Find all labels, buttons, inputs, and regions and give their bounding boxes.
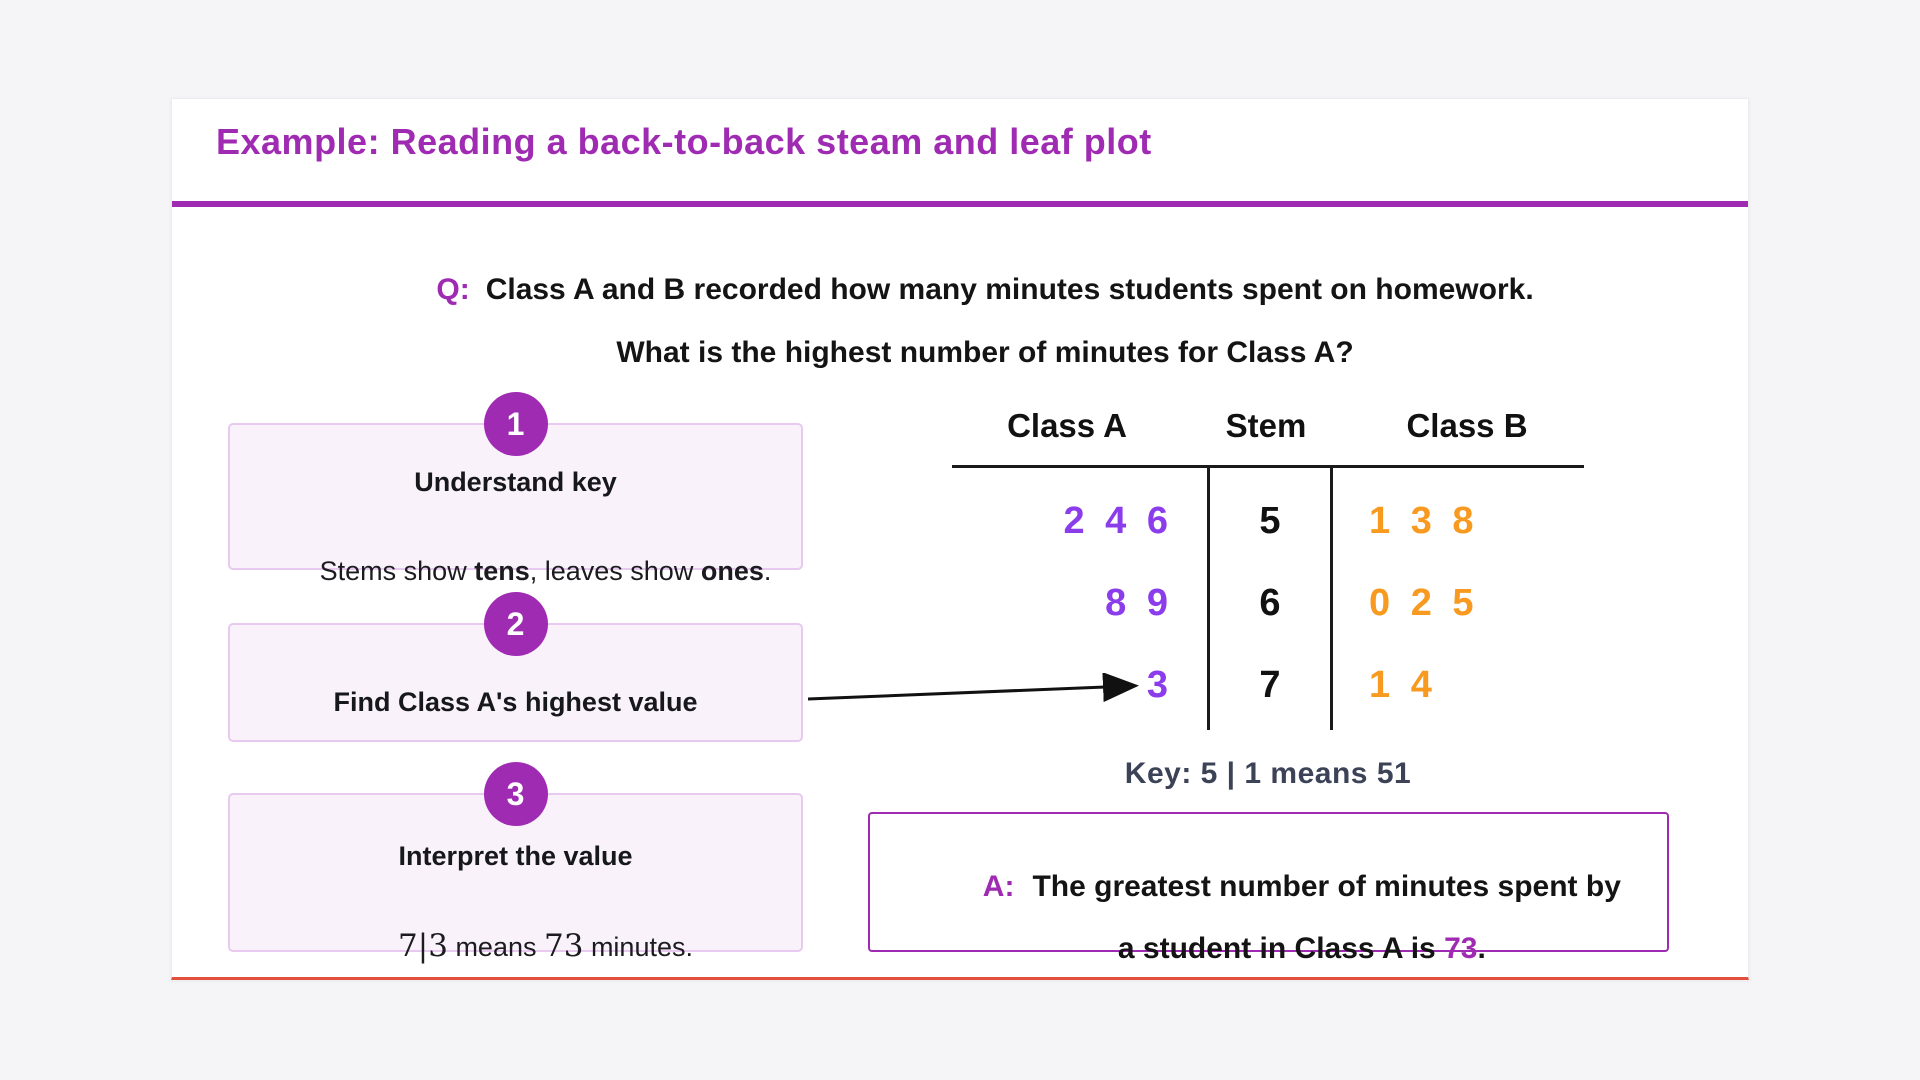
stem-value-row-2: 6 — [1259, 582, 1281, 624]
class-a-leaves-row-2: 8 9 — [1105, 582, 1173, 624]
step-1-title: Understand key — [414, 467, 617, 497]
pointer-arrow — [807, 673, 1139, 703]
step-1-body-text-2: , leaves show — [529, 556, 701, 586]
step-2-number: 2 — [506, 605, 525, 642]
answer-line-1: A: The greatest number of minutes spent b… — [870, 836, 1667, 938]
step-3-number: 3 — [506, 775, 525, 812]
class-b-leaves-row-2: 0 2 5 — [1369, 582, 1479, 624]
page-title: Example: Reading a back-to-back steam an… — [216, 121, 1152, 162]
class-a-leaves-row-1: 2 4 6 — [1063, 500, 1173, 542]
step-1-body: Stems show tens, leaves show ones. — [230, 525, 801, 618]
stem-value-row-1: 5 — [1259, 500, 1281, 542]
step-2-box: 2 Find Class A's highest value — [228, 592, 803, 742]
answer-box: A: The greatest number of minutes spent b… — [868, 812, 1669, 965]
column-header-class-b: Class B — [1406, 407, 1528, 444]
column-header-class-a: Class A — [1007, 407, 1127, 444]
answer-highlight-value: 73 — [1444, 932, 1478, 965]
step-3-box: 3 Interpret the value 7|3 means 73 minut… — [228, 762, 803, 964]
step-1-body-bold-tens: tens — [474, 556, 530, 586]
step-2-number-badge: 2 — [483, 592, 548, 656]
lesson-card: Example: Reading a back-to-back steam an… — [171, 98, 1749, 980]
answer-prefix: A: — [982, 870, 1015, 903]
step-3-body: 7|3 means 73 minutes. — [230, 897, 801, 995]
question-line-1: Q: Class A and B recorded how many minute… — [172, 239, 1748, 341]
column-header-stem: Stem — [1225, 407, 1307, 444]
step-2-title: Find Class A's highest value — [333, 687, 698, 717]
title-divider — [172, 201, 1748, 207]
stem-leaf-plot: Class A Stem Class B 2 4 6 5 1 3 8 8 9 6… — [172, 99, 1748, 977]
plot-header-rule — [952, 465, 1584, 468]
stem-divider-left — [1207, 465, 1210, 730]
step-3-body-text-1: means — [447, 932, 544, 962]
step-3-math-value: 73 — [543, 928, 584, 964]
step-3-math-stem: 7 — [398, 928, 418, 964]
plot-key: Key: 5 | 1 means 51 — [1124, 757, 1412, 790]
question-text-1: Class A and B recorded how many minutes … — [485, 273, 1534, 306]
step-3-title: Interpret the value — [398, 841, 633, 871]
step-3-math-bar: | — [417, 928, 429, 964]
answer-text-2: a student in Class A is — [1117, 932, 1445, 965]
question-line-2: What is the highest number of minutes fo… — [172, 302, 1748, 404]
step-1-box: 1 Understand key Stems show tens, leaves… — [228, 392, 803, 586]
step-3-math-leaf: 3 — [428, 928, 448, 964]
answer-text-3: . — [1477, 932, 1486, 965]
step-3-number-badge: 3 — [483, 762, 548, 826]
step-1-body-text-1: Stems show — [319, 556, 475, 586]
stem-divider-right — [1330, 465, 1333, 730]
stem-value-row-3: 7 — [1259, 664, 1281, 706]
answer-text-1: The greatest number of minutes spent by — [1032, 870, 1621, 903]
step-1-number-badge: 1 — [483, 392, 548, 456]
question-text-2: What is the highest number of minutes fo… — [616, 336, 1354, 369]
step-1-body-text-3: . — [763, 556, 772, 586]
class-b-leaves-row-3: 1 4 — [1369, 664, 1437, 706]
step-3-body-text-2: minutes. — [583, 932, 693, 962]
answer-line-2: a student in Class A is 73. — [870, 898, 1667, 1000]
step-1-number: 1 — [506, 405, 525, 442]
class-b-leaves-row-1: 1 3 8 — [1369, 500, 1479, 542]
class-a-leaves-row-3: 3 — [1146, 664, 1173, 706]
question-prefix: Q: — [436, 273, 470, 306]
step-1-body-bold-ones: ones — [700, 556, 764, 586]
